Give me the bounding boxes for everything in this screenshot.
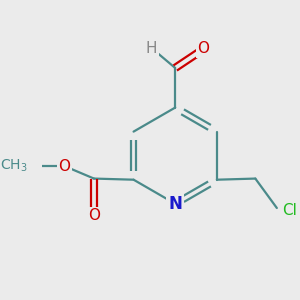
- Text: Cl: Cl: [283, 203, 297, 218]
- Text: CH$_3$: CH$_3$: [0, 158, 28, 174]
- Text: H: H: [146, 41, 157, 56]
- Text: O: O: [58, 159, 70, 174]
- Text: O: O: [197, 41, 209, 56]
- Text: O: O: [88, 208, 100, 224]
- Text: N: N: [168, 195, 182, 213]
